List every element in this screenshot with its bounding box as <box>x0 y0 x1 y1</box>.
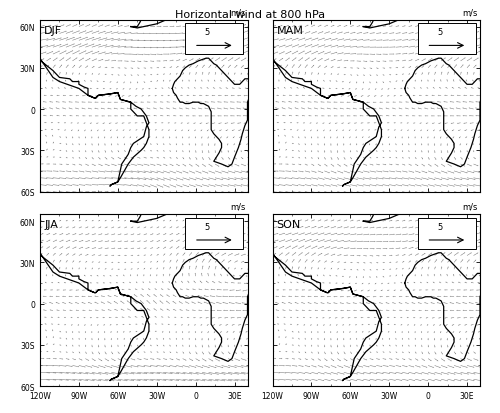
Text: 5: 5 <box>437 28 442 37</box>
Bar <box>418 218 476 249</box>
Bar <box>418 24 476 55</box>
Text: SON: SON <box>276 220 301 230</box>
Text: MAM: MAM <box>276 26 303 36</box>
Text: 5: 5 <box>437 222 442 231</box>
Text: m/s: m/s <box>462 202 478 211</box>
Text: 5: 5 <box>204 28 210 37</box>
Text: m/s: m/s <box>230 202 246 211</box>
Bar <box>185 218 244 249</box>
Text: 5: 5 <box>204 222 210 231</box>
Bar <box>185 24 244 55</box>
Text: JJA: JJA <box>44 220 58 230</box>
Text: Horizontal wind at 800 hPa: Horizontal wind at 800 hPa <box>175 10 325 20</box>
Text: m/s: m/s <box>462 8 478 17</box>
Text: m/s: m/s <box>230 8 246 17</box>
Text: DJF: DJF <box>44 26 62 36</box>
